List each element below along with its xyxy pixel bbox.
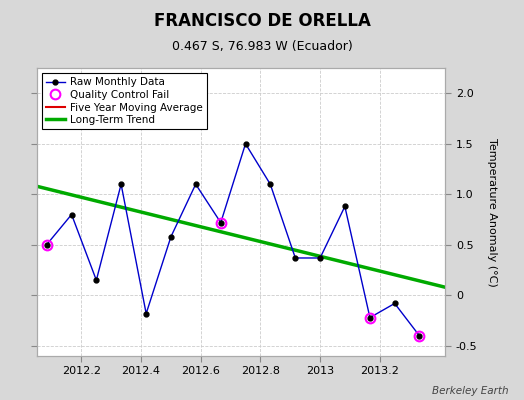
Raw Monthly Data	[143, 311, 149, 316]
Raw Monthly Data	[217, 220, 224, 225]
Y-axis label: Temperature Anomaly (°C): Temperature Anomaly (°C)	[487, 138, 497, 286]
Raw Monthly Data	[292, 256, 299, 260]
Quality Control Fail	[217, 220, 224, 225]
Raw Monthly Data	[416, 333, 422, 338]
Raw Monthly Data	[267, 182, 274, 187]
Quality Control Fail	[416, 333, 422, 338]
Text: 0.467 S, 76.983 W (Ecuador): 0.467 S, 76.983 W (Ecuador)	[172, 40, 352, 53]
Text: Berkeley Earth: Berkeley Earth	[432, 386, 508, 396]
Raw Monthly Data	[317, 256, 323, 260]
Raw Monthly Data	[69, 212, 75, 217]
Legend: Raw Monthly Data, Quality Control Fail, Five Year Moving Average, Long-Term Tren: Raw Monthly Data, Quality Control Fail, …	[42, 73, 207, 129]
Raw Monthly Data	[391, 301, 398, 306]
Quality Control Fail	[367, 315, 373, 320]
Raw Monthly Data	[243, 141, 249, 146]
Raw Monthly Data	[367, 315, 373, 320]
Text: FRANCISCO DE ORELLA: FRANCISCO DE ORELLA	[154, 12, 370, 30]
Raw Monthly Data	[93, 278, 100, 283]
Line: Raw Monthly Data: Raw Monthly Data	[44, 141, 422, 338]
Raw Monthly Data	[118, 182, 124, 187]
Quality Control Fail	[43, 242, 50, 247]
Raw Monthly Data	[192, 182, 199, 187]
Raw Monthly Data	[43, 242, 50, 247]
Raw Monthly Data	[168, 234, 174, 239]
Line: Quality Control Fail: Quality Control Fail	[42, 218, 424, 341]
Raw Monthly Data	[342, 204, 348, 209]
